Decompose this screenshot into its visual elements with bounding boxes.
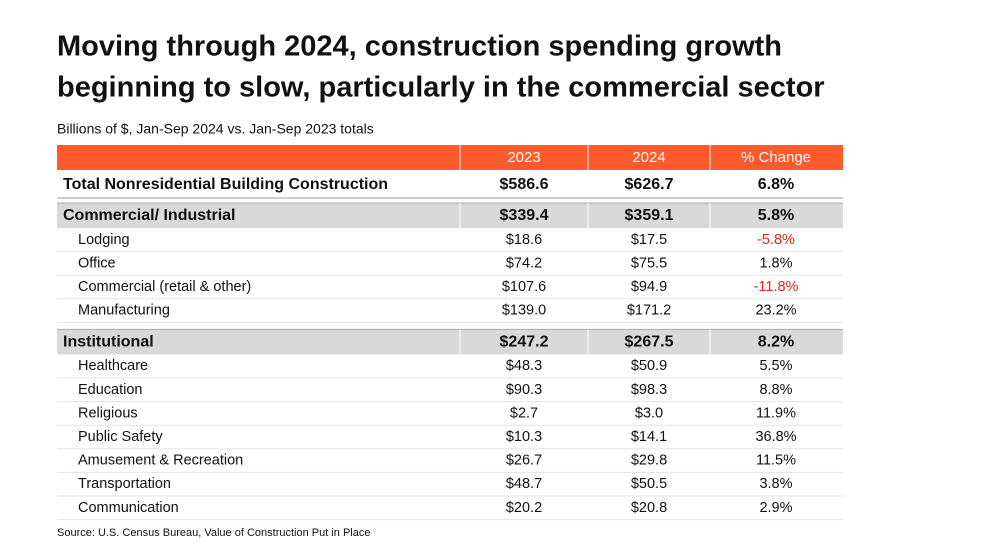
row-label: Manufacturing bbox=[78, 303, 170, 319]
cell: $267.5 bbox=[625, 334, 674, 351]
row-label: Commercial/ Industrial bbox=[63, 207, 236, 224]
row-label: Amusement & Recreation bbox=[78, 453, 243, 469]
title-line: beginning to slow, particularly in the c… bbox=[57, 72, 825, 104]
cell: $90.3 bbox=[506, 382, 542, 398]
row-label: Education bbox=[78, 382, 143, 398]
cell: $48.7 bbox=[506, 476, 542, 492]
header-band bbox=[57, 145, 843, 170]
cell: 5.8% bbox=[758, 207, 794, 224]
cell: $29.8 bbox=[631, 453, 667, 469]
cell: 36.8% bbox=[755, 429, 796, 445]
row-label: Institutional bbox=[63, 334, 154, 351]
cell: $50.5 bbox=[631, 476, 667, 492]
cell: $18.6 bbox=[506, 232, 542, 248]
cell: $2.7 bbox=[510, 405, 538, 421]
cell: $50.9 bbox=[631, 358, 667, 374]
group-band bbox=[57, 329, 843, 355]
cell: 8.2% bbox=[758, 334, 794, 351]
row-label: Office bbox=[78, 255, 116, 271]
cell: 11.9% bbox=[756, 405, 796, 421]
cell: $26.7 bbox=[506, 453, 542, 469]
cell: $339.4 bbox=[500, 207, 549, 224]
row-label: Lodging bbox=[78, 232, 130, 248]
row-label: Public Safety bbox=[78, 429, 163, 445]
cell: $17.5 bbox=[631, 232, 667, 248]
row-label: Total Nonresidential Building Constructi… bbox=[63, 176, 388, 193]
cell: $586.6 bbox=[500, 176, 549, 193]
cell: -5.8% bbox=[757, 232, 795, 248]
row-label: Healthcare bbox=[78, 358, 148, 374]
cell: $98.3 bbox=[631, 382, 667, 398]
cell: $107.6 bbox=[502, 279, 546, 295]
cell: 6.8% bbox=[758, 176, 794, 193]
cell: -11.8% bbox=[754, 279, 799, 295]
title-line: Moving through 2024, construction spendi… bbox=[57, 31, 782, 63]
column-header: % Change bbox=[741, 149, 811, 166]
cell: $75.5 bbox=[631, 255, 667, 271]
cell: 3.8% bbox=[759, 476, 792, 492]
column-header: 2024 bbox=[632, 149, 665, 166]
cell: $247.2 bbox=[500, 334, 549, 351]
subtitle: Billions of $, Jan-Sep 2024 vs. Jan-Sep … bbox=[57, 121, 374, 137]
cell: $10.3 bbox=[506, 429, 542, 445]
cell: $626.7 bbox=[625, 176, 674, 193]
cell: $139.0 bbox=[502, 303, 546, 319]
cell: $94.9 bbox=[631, 279, 667, 295]
row-label: Religious bbox=[78, 405, 138, 421]
cell: $20.2 bbox=[506, 500, 542, 516]
cell: $48.3 bbox=[506, 358, 542, 374]
source: Source: U.S. Census Bureau, Value of Con… bbox=[57, 527, 370, 539]
cell: $20.8 bbox=[631, 500, 667, 516]
row-label: Communication bbox=[78, 500, 179, 516]
group-band bbox=[57, 203, 843, 228]
cell: 2.9% bbox=[759, 500, 792, 516]
cell: $359.1 bbox=[625, 207, 674, 224]
cell: $171.2 bbox=[627, 303, 671, 319]
cell: 1.8% bbox=[759, 255, 792, 271]
cell: $14.1 bbox=[631, 429, 667, 445]
row-label: Transportation bbox=[78, 476, 171, 492]
cell: $74.2 bbox=[506, 255, 542, 271]
cell: 5.5% bbox=[759, 358, 792, 374]
column-header: 2023 bbox=[507, 149, 540, 166]
cell: 8.8% bbox=[759, 382, 792, 398]
cell: $3.0 bbox=[635, 405, 663, 421]
cell: 11.5% bbox=[756, 453, 796, 469]
cell: 23.2% bbox=[755, 303, 796, 319]
row-label: Commercial (retail & other) bbox=[78, 279, 251, 295]
